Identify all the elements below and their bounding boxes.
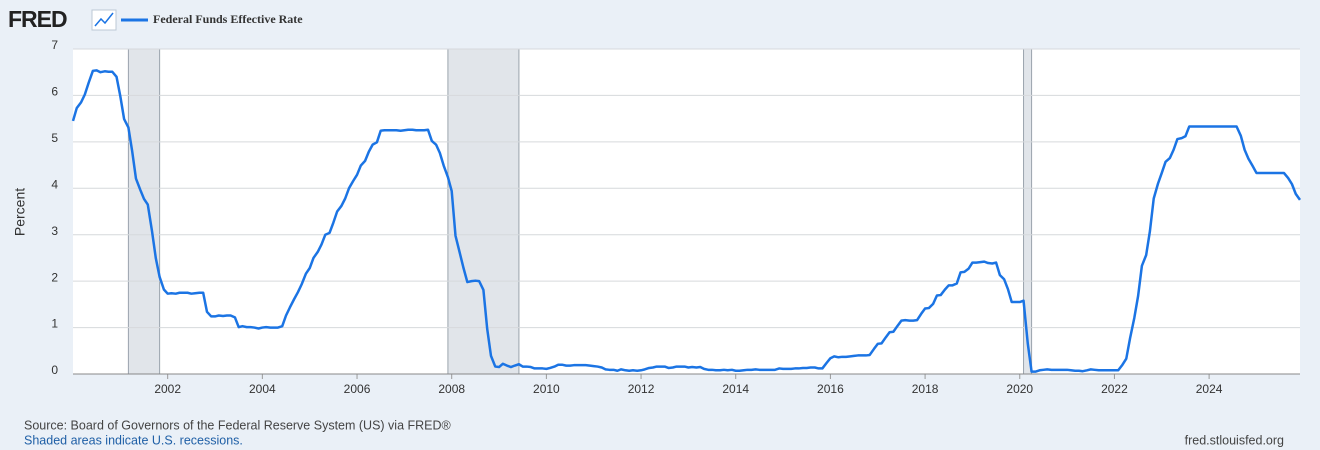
y-tick-label: 1 bbox=[51, 317, 58, 331]
logo[interactable]: FRED bbox=[8, 6, 68, 32]
x-tick-label: 2018 bbox=[912, 382, 939, 396]
y-tick-label: 7 bbox=[51, 38, 58, 52]
x-tick-label: 2010 bbox=[533, 382, 560, 396]
y-tick-label: 5 bbox=[51, 131, 58, 145]
y-tick-label: 3 bbox=[51, 224, 58, 238]
recession-note[interactable]: Shaded areas indicate U.S. recessions. bbox=[24, 433, 243, 447]
x-tick-label: 2016 bbox=[817, 382, 844, 396]
x-tick-label: 2022 bbox=[1101, 382, 1128, 396]
x-tick-label: 2002 bbox=[154, 382, 181, 396]
x-tick-label: 2012 bbox=[628, 382, 655, 396]
recession-band bbox=[128, 49, 160, 374]
credit[interactable]: fred.stlouisfed.org bbox=[1185, 433, 1284, 447]
y-tick-label: 4 bbox=[51, 177, 58, 191]
y-tick-label: 0 bbox=[51, 363, 58, 377]
recession-band bbox=[447, 49, 519, 374]
plot-area bbox=[73, 49, 1300, 374]
x-tick-label: 2020 bbox=[1006, 382, 1033, 396]
recession-band bbox=[1023, 49, 1032, 374]
source-note: Source: Board of Governors of the Federa… bbox=[24, 418, 452, 432]
y-axis-label: Percent bbox=[12, 188, 28, 236]
x-tick-label: 2014 bbox=[722, 382, 749, 396]
x-tick-label: 2024 bbox=[1196, 382, 1223, 396]
y-tick-label: 2 bbox=[51, 270, 58, 284]
logo-icon bbox=[91, 9, 117, 31]
x-tick-label: 2008 bbox=[438, 382, 465, 396]
x-tick-label: 2004 bbox=[249, 382, 276, 396]
data-line bbox=[71, 69, 1302, 373]
y-tick-label: 6 bbox=[51, 85, 58, 99]
x-tick-label: 2006 bbox=[344, 382, 371, 396]
legend-label: Federal Funds Effective Rate bbox=[153, 12, 303, 26]
